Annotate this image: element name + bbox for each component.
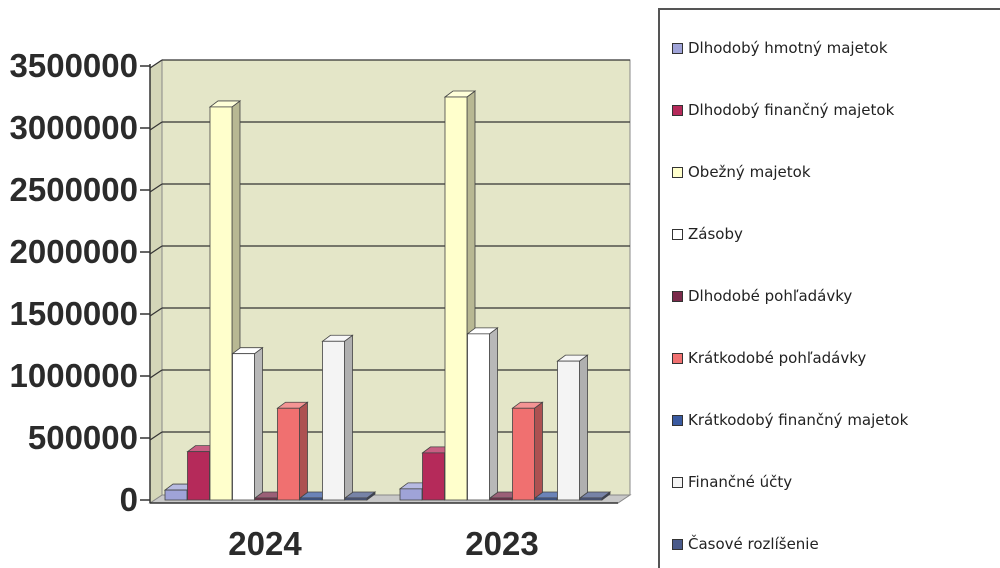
legend-swatch (672, 538, 683, 550)
bar-front (232, 353, 255, 501)
legend-item: Časové rozlíšenie (672, 535, 819, 553)
gridline-side (149, 121, 163, 131)
legend-item: Krátkodobý finančný majetok (672, 411, 908, 429)
bar-side (254, 346, 263, 501)
legend-swatch (672, 228, 683, 240)
y-axis-ticks: 3500000 3000000 2500000 2000000 1500000 10000… (10, 47, 150, 518)
legend-swatch (672, 42, 683, 54)
bar-side (579, 354, 588, 501)
legend-label: Dlhodobý finančný majetok (688, 101, 895, 119)
bar-side (344, 334, 353, 501)
y-tick-label: 1500000 (10, 295, 138, 332)
bar-front (489, 497, 513, 501)
legend-item: Obežný majetok (672, 163, 811, 181)
bar-front (164, 489, 188, 501)
gridline-side (149, 59, 163, 69)
legend-label: Dlhodobé pohľadávky (688, 287, 853, 305)
bar-front (277, 407, 300, 501)
legend-label: Zásoby (688, 225, 743, 243)
bar-front (322, 340, 345, 501)
legend-item: Finančné účty (672, 473, 792, 491)
legend-item: Zásoby (672, 225, 743, 243)
bar-z-soby-2024 (231, 346, 264, 501)
y-tick-label: 2500000 (10, 171, 138, 208)
y-tick-label: 3500000 (10, 47, 138, 84)
legend-label: Obežný majetok (688, 163, 811, 181)
gridline-side (149, 369, 163, 379)
y-tick-label: 0 (120, 481, 138, 518)
bar-front (557, 360, 580, 501)
gridline-side (149, 431, 163, 441)
legend-item: Krátkodobé pohľadávky (672, 349, 866, 367)
legend-swatch (672, 352, 683, 364)
bar-front (209, 106, 233, 501)
bar--asov-rozl-enie-2023 (578, 491, 612, 501)
bar-front (422, 452, 445, 501)
bar-z-soby-2023 (466, 327, 499, 501)
bar-front (399, 488, 423, 501)
bar-finan-n-ty-2023 (556, 354, 589, 501)
bars (163, 90, 612, 501)
bar-front (444, 96, 468, 501)
legend-swatch (672, 166, 683, 178)
gridline-side (149, 183, 163, 193)
legend-swatch (672, 104, 683, 116)
y-tick-label: 500000 (28, 419, 138, 456)
legend: Dlhodobý hmotný majetok Dlhodobý finančný… (658, 8, 1000, 568)
bar-front (344, 497, 368, 501)
bar-side (534, 401, 543, 501)
bar-kr-tkodob-poh-ad-vky-2024 (276, 401, 309, 501)
legend-swatch (672, 414, 683, 426)
legend-swatch (672, 290, 683, 302)
bar-finan-n-ty-2024 (321, 334, 354, 501)
bar-front (187, 451, 210, 501)
legend-item: Dlhodobý hmotný majetok (672, 39, 888, 57)
bar-front (534, 497, 558, 501)
bar-side (489, 327, 498, 501)
legend-label: Krátkodobé pohľadávky (688, 349, 867, 367)
legend-label: Finančné účty (688, 473, 793, 491)
legend-item: Dlhodobé pohľadávky (672, 287, 852, 305)
bar-kr-tkodob-poh-ad-vky-2023 (511, 401, 544, 501)
bar-front (467, 333, 490, 501)
bar--asov-rozl-enie-2024 (343, 491, 377, 501)
gridline-side (149, 307, 163, 317)
legend-label: Časové rozlíšenie (688, 535, 819, 553)
y-tick-label: 2000000 (10, 233, 138, 270)
legend-swatch (672, 476, 683, 488)
bar-side (299, 401, 308, 501)
chart: 3500000 3000000 2500000 2000000 1500000 10000… (10, 47, 632, 562)
legend-label: Dlhodobý hmotný majetok (688, 39, 888, 57)
x-tick-label: 2024 (228, 525, 302, 562)
legend-item: Dlhodobý finančný majetok (672, 101, 894, 119)
bar-front (512, 407, 535, 501)
bar-front (254, 497, 278, 501)
gridline-side (149, 245, 163, 255)
x-tick-label: 2023 (465, 525, 538, 562)
legend-label: Krátkodobý finančný majetok (688, 411, 909, 429)
y-tick-label: 3000000 (10, 109, 138, 146)
bar-front (579, 497, 603, 501)
y-tick-label: 1000000 (10, 357, 138, 394)
x-axis-ticks: 2024 2023 (228, 525, 538, 562)
axes (149, 64, 618, 504)
bar-front (299, 497, 323, 501)
